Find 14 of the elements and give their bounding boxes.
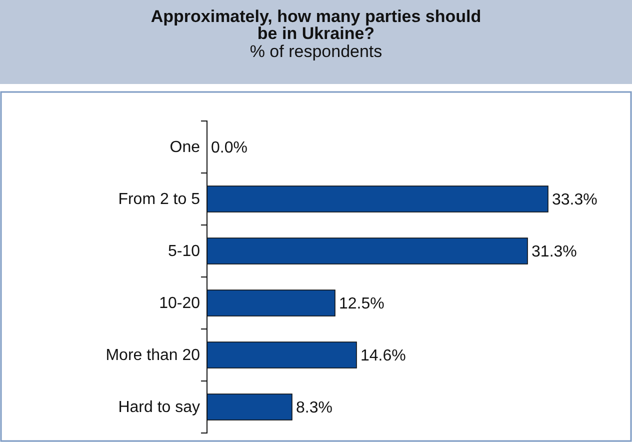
y-tick-label: 5-10 (168, 243, 200, 260)
data-label: 31.3% (532, 244, 577, 261)
y-tick-label: One (170, 139, 200, 156)
data-label: 12.5% (339, 296, 384, 313)
y-tick-label: Hard to say (118, 399, 200, 416)
data-label: 14.6% (360, 348, 406, 365)
chart-subtitle: % of respondents (250, 42, 382, 61)
data-label: 0.0% (211, 140, 248, 157)
y-tick-label: More than 20 (106, 347, 200, 364)
chart-title: Approximately, how many parties should be in Ukraine? (150, 7, 482, 43)
data-label: 8.3% (296, 400, 332, 417)
y-tick-label: From 2 to 5 (118, 191, 200, 208)
y-tick-label: 10-20 (159, 295, 200, 312)
data-label: 33.3% (552, 192, 598, 209)
